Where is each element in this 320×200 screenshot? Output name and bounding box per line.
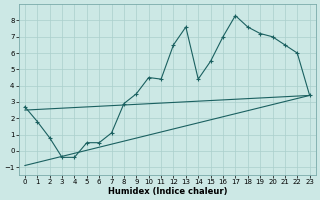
X-axis label: Humidex (Indice chaleur): Humidex (Indice chaleur) [108, 187, 227, 196]
